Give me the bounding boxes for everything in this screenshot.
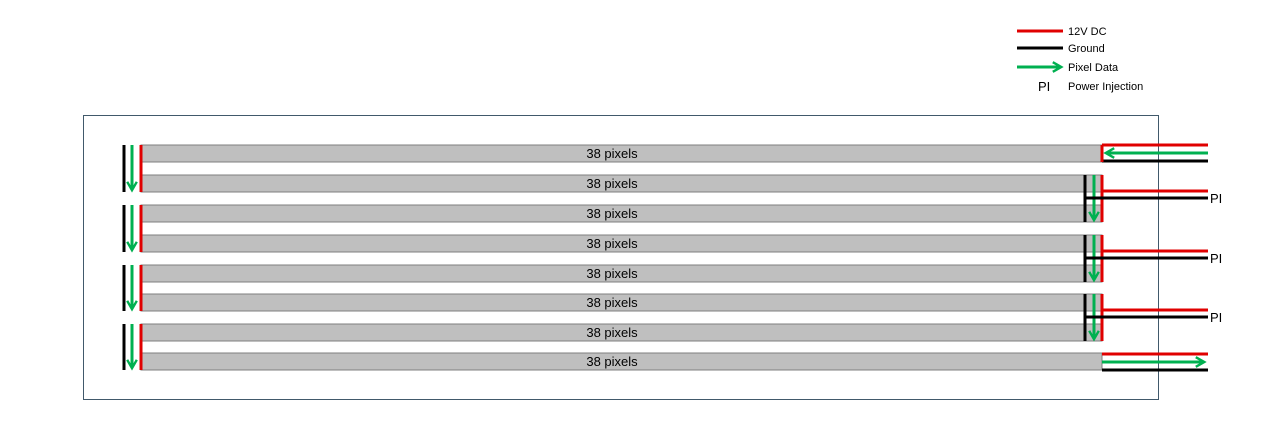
strip-label: 38 pixels: [586, 266, 638, 281]
legend-power-label: 12V DC: [1068, 26, 1107, 38]
strip-label: 38 pixels: [586, 146, 638, 161]
strip-label: 38 pixels: [586, 206, 638, 221]
pi-label: PI: [1210, 310, 1222, 325]
legend-pi-symbol: PI: [1038, 79, 1050, 94]
legend-data-label: Pixel Data: [1068, 62, 1119, 74]
legend-ground-label: Ground: [1068, 43, 1105, 55]
strip-label: 38 pixels: [586, 325, 638, 340]
strip-label: 38 pixels: [586, 354, 638, 369]
strip-label: 38 pixels: [586, 295, 638, 310]
strip-label: 38 pixels: [586, 236, 638, 251]
pi-label: PI: [1210, 251, 1222, 266]
legend: 12V DC Ground Pixel Data PI Power Inject…: [1017, 26, 1143, 94]
legend-pi-label: Power Injection: [1068, 81, 1143, 93]
strip-label: 38 pixels: [586, 176, 638, 191]
pi-label: PI: [1210, 191, 1222, 206]
